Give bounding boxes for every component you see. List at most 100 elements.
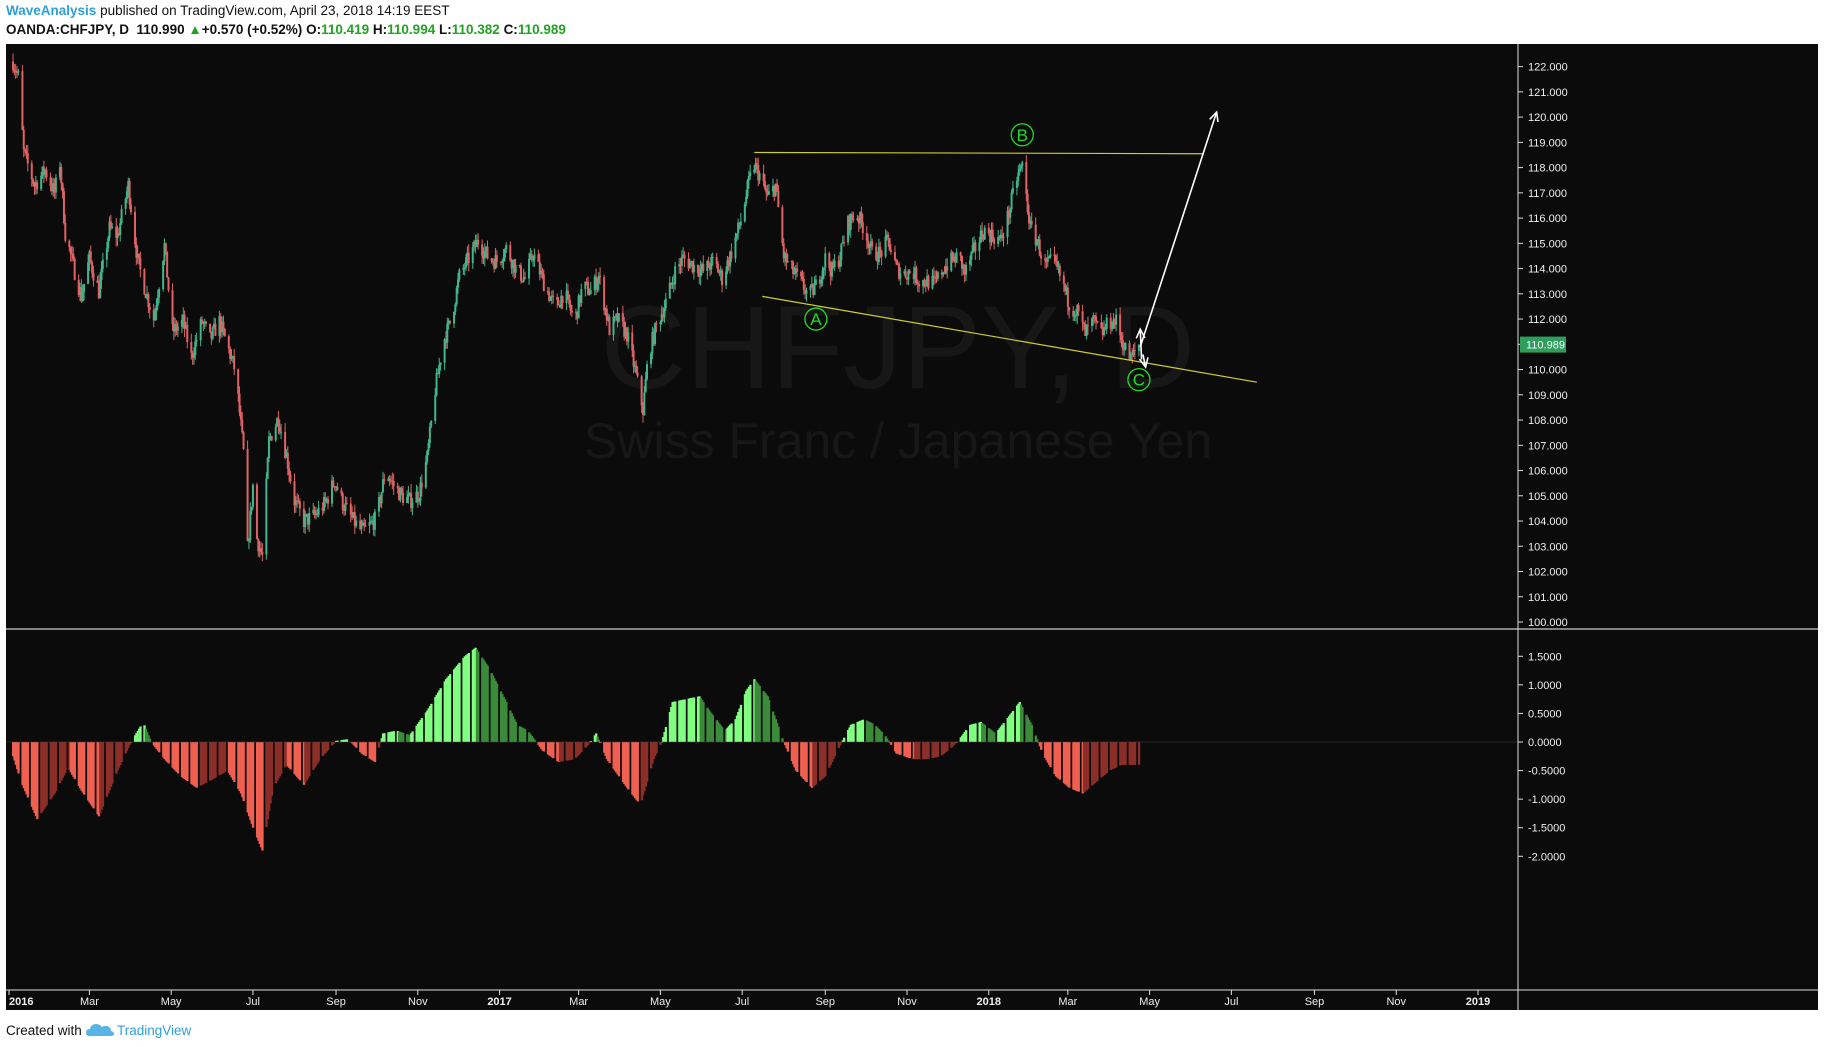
histogram-bar	[1030, 724, 1033, 742]
candle-body	[644, 379, 647, 393]
candle-body	[448, 320, 451, 324]
histogram-bar	[513, 719, 516, 742]
candle-body	[343, 510, 346, 512]
candle-body	[818, 279, 821, 284]
candle-body	[773, 185, 776, 196]
candle-body	[1036, 241, 1039, 246]
histogram-bar	[843, 737, 846, 742]
oscillator-axis-label: 0.5000	[1528, 708, 1562, 720]
histogram-bar	[246, 742, 249, 813]
candle-body	[485, 246, 488, 252]
chart-canvas[interactable]: CHFJPY, D Swiss Franc / Japanese Yen A B C…	[6, 44, 1818, 1010]
candle-body	[868, 246, 871, 248]
candle-body	[754, 163, 757, 170]
candle-body	[887, 234, 890, 239]
histogram-bar	[570, 742, 574, 760]
histogram-bar	[698, 696, 701, 742]
candle-body	[1084, 324, 1087, 336]
histogram-bar	[201, 742, 204, 785]
histogram-bar	[529, 734, 532, 742]
candle-body	[293, 481, 296, 506]
histogram-bar	[989, 729, 992, 742]
candle-body	[503, 249, 506, 258]
histogram-bar	[314, 742, 318, 766]
tradingview-brand-link[interactable]: TradingView	[117, 1023, 192, 1038]
candle-body	[190, 342, 193, 353]
candle-body	[40, 175, 43, 190]
candle-body	[588, 294, 591, 296]
candle-body	[1105, 317, 1108, 330]
histogram-bar	[1036, 739, 1039, 742]
histogram-bar	[641, 742, 645, 796]
candle-body	[70, 253, 73, 255]
histogram-bar	[528, 732, 531, 742]
candle-body	[813, 284, 816, 296]
price-axis-label: 112.000	[1528, 314, 1567, 326]
histogram-bar	[719, 725, 723, 742]
candle-body	[294, 500, 297, 506]
candle-body	[499, 262, 502, 264]
high-value: 110.994	[387, 22, 436, 37]
candle-body	[1123, 349, 1126, 351]
histogram-bar	[727, 726, 731, 742]
histogram-bar	[766, 696, 769, 742]
candle-body	[438, 365, 441, 375]
candle-body	[927, 275, 930, 289]
histogram-bar	[511, 716, 515, 742]
candle-body	[708, 267, 711, 270]
histogram-bar	[604, 742, 607, 756]
candle-body	[899, 273, 902, 279]
candle-body	[650, 353, 653, 365]
histogram-bar	[1057, 742, 1060, 779]
candle-body	[566, 290, 569, 295]
candle-body	[978, 242, 981, 252]
candle-body	[1103, 327, 1106, 336]
histogram-bar	[813, 742, 816, 786]
candle-body	[1040, 255, 1043, 259]
candle-body	[711, 256, 714, 258]
histogram-bar	[61, 742, 64, 778]
histogram-bar	[565, 742, 568, 761]
histogram-bar	[352, 742, 355, 745]
histogram-bar	[828, 742, 831, 768]
histogram-bar	[202, 742, 205, 785]
histogram-bar	[926, 742, 929, 760]
candle-body	[286, 452, 289, 469]
candle-body	[60, 166, 63, 184]
histogram-bar	[860, 720, 863, 742]
time-axis-label: Sep	[326, 996, 346, 1008]
histogram-bar	[737, 712, 740, 742]
histogram-bar	[879, 730, 882, 742]
histogram-bar	[255, 742, 259, 838]
author-link[interactable]: WaveAnalysis	[6, 3, 97, 18]
histogram-bar	[774, 719, 777, 742]
histogram-bar	[40, 742, 43, 814]
histogram-bar	[1040, 742, 1043, 750]
candle-body	[809, 286, 812, 291]
histogram-bar	[907, 742, 910, 758]
candle-body	[304, 514, 307, 527]
oscillator-axis-label: -1.5000	[1528, 823, 1565, 835]
candle-body	[717, 263, 720, 273]
candle-body	[840, 243, 843, 261]
candle-body	[880, 250, 883, 257]
candle-body	[1006, 210, 1009, 238]
histogram-bar	[72, 742, 75, 777]
candle-body	[16, 72, 19, 74]
histogram-bar	[837, 742, 840, 748]
high-label: H:	[372, 22, 388, 37]
histogram-bar	[682, 699, 685, 742]
candle-body	[237, 369, 240, 394]
candle-body	[955, 252, 958, 263]
candle-body	[259, 548, 262, 552]
histogram-bar	[735, 715, 739, 742]
candle-body	[546, 291, 549, 293]
oscillator-axis-label: -0.5000	[1528, 766, 1565, 778]
candle-body	[607, 316, 610, 321]
histogram-bar	[700, 700, 704, 742]
histogram-bar	[1007, 716, 1011, 742]
price-axis-label: 114.000	[1528, 264, 1567, 276]
histogram-bar	[293, 742, 296, 775]
histogram-bar	[195, 742, 198, 788]
histogram-bar	[1121, 742, 1125, 765]
